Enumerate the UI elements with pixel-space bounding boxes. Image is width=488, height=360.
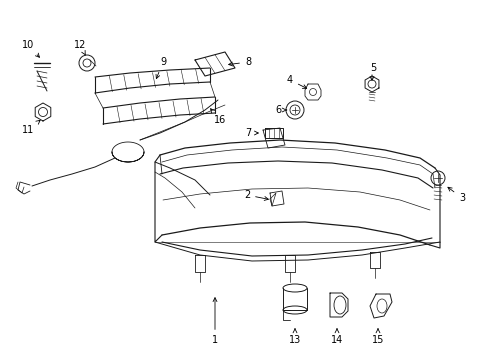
Text: 12: 12 bbox=[74, 40, 86, 55]
Text: 14: 14 bbox=[330, 329, 343, 345]
Text: 16: 16 bbox=[210, 109, 225, 125]
Text: 1: 1 bbox=[211, 298, 218, 345]
Text: 6: 6 bbox=[274, 105, 286, 115]
Text: 10: 10 bbox=[22, 40, 40, 57]
Text: 9: 9 bbox=[156, 57, 166, 78]
Text: 2: 2 bbox=[244, 190, 268, 201]
Text: 15: 15 bbox=[371, 329, 384, 345]
Text: 8: 8 bbox=[228, 57, 250, 67]
Text: 7: 7 bbox=[244, 128, 258, 138]
Text: 4: 4 bbox=[286, 75, 306, 88]
Text: 3: 3 bbox=[447, 187, 464, 203]
Text: 11: 11 bbox=[22, 120, 40, 135]
Text: 5: 5 bbox=[369, 63, 375, 73]
Text: 13: 13 bbox=[288, 329, 301, 345]
